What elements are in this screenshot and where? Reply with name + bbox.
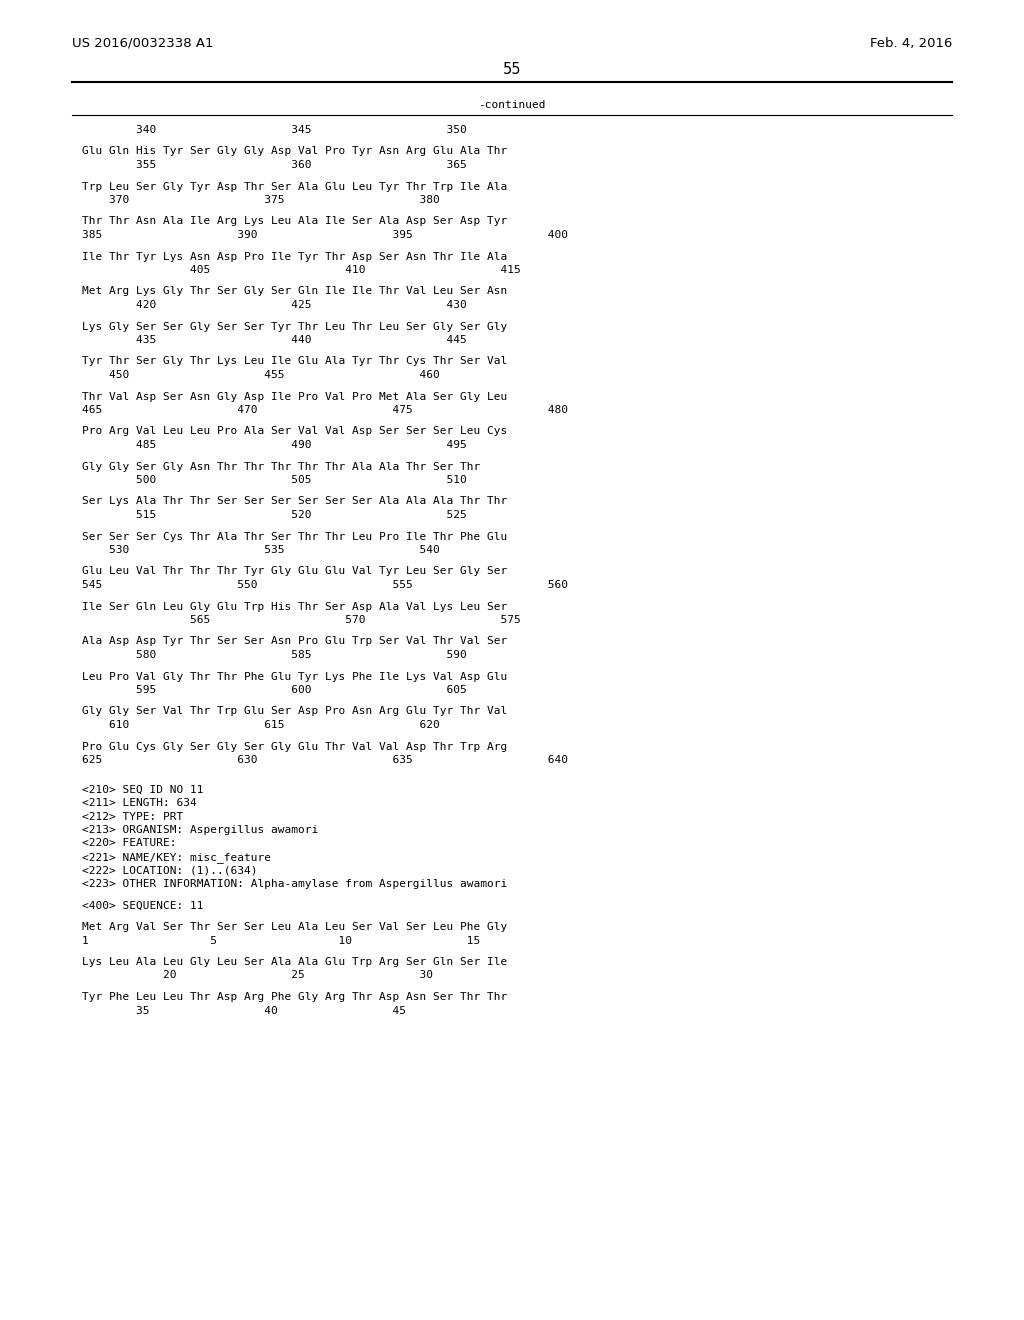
Text: Feb. 4, 2016: Feb. 4, 2016 [869, 37, 952, 50]
Text: 625                    630                    635                    640: 625 630 635 640 [82, 755, 568, 766]
Text: Gly Gly Ser Gly Asn Thr Thr Thr Thr Thr Ala Ala Thr Ser Thr: Gly Gly Ser Gly Asn Thr Thr Thr Thr Thr … [82, 462, 480, 471]
Text: 385                    390                    395                    400: 385 390 395 400 [82, 230, 568, 240]
Text: Ala Asp Asp Tyr Thr Ser Ser Asn Pro Glu Trp Ser Val Thr Val Ser: Ala Asp Asp Tyr Thr Ser Ser Asn Pro Glu … [82, 636, 507, 647]
Text: 465                    470                    475                    480: 465 470 475 480 [82, 405, 568, 414]
Text: 610                    615                    620: 610 615 620 [82, 719, 439, 730]
Text: Lys Leu Ala Leu Gly Leu Ser Ala Ala Glu Trp Arg Ser Gln Ser Ile: Lys Leu Ala Leu Gly Leu Ser Ala Ala Glu … [82, 957, 507, 968]
Text: 565                    570                    575: 565 570 575 [82, 615, 521, 624]
Text: 1                  5                  10                 15: 1 5 10 15 [82, 936, 480, 945]
Text: 35                 40                 45: 35 40 45 [82, 1006, 406, 1015]
Text: <210> SEQ ID NO 11: <210> SEQ ID NO 11 [82, 784, 204, 795]
Text: Met Arg Lys Gly Thr Ser Gly Ser Gln Ile Ile Thr Val Leu Ser Asn: Met Arg Lys Gly Thr Ser Gly Ser Gln Ile … [82, 286, 507, 297]
Text: Glu Gln His Tyr Ser Gly Gly Asp Val Pro Tyr Asn Arg Glu Ala Thr: Glu Gln His Tyr Ser Gly Gly Asp Val Pro … [82, 147, 507, 157]
Text: Pro Arg Val Leu Leu Pro Ala Ser Val Val Asp Ser Ser Ser Leu Cys: Pro Arg Val Leu Leu Pro Ala Ser Val Val … [82, 426, 507, 437]
Text: <211> LENGTH: 634: <211> LENGTH: 634 [82, 799, 197, 808]
Text: <222> LOCATION: (1)..(634): <222> LOCATION: (1)..(634) [82, 866, 257, 875]
Text: 405                    410                    415: 405 410 415 [82, 265, 521, 275]
Text: 435                    440                    445: 435 440 445 [82, 335, 467, 345]
Text: 420                    425                    430: 420 425 430 [82, 300, 467, 310]
Text: 340                    345                    350: 340 345 350 [82, 125, 467, 135]
Text: US 2016/0032338 A1: US 2016/0032338 A1 [72, 37, 213, 50]
Text: 450                    455                    460: 450 455 460 [82, 370, 439, 380]
Text: Glu Leu Val Thr Thr Thr Tyr Gly Glu Glu Val Tyr Leu Ser Gly Ser: Glu Leu Val Thr Thr Thr Tyr Gly Glu Glu … [82, 566, 507, 577]
Text: Gly Gly Ser Val Thr Trp Glu Ser Asp Pro Asn Arg Glu Tyr Thr Val: Gly Gly Ser Val Thr Trp Glu Ser Asp Pro … [82, 706, 507, 717]
Text: <223> OTHER INFORMATION: Alpha-amylase from Aspergillus awamori: <223> OTHER INFORMATION: Alpha-amylase f… [82, 879, 507, 888]
Text: 355                    360                    365: 355 360 365 [82, 160, 467, 170]
Text: Thr Val Asp Ser Asn Gly Asp Ile Pro Val Pro Met Ala Ser Gly Leu: Thr Val Asp Ser Asn Gly Asp Ile Pro Val … [82, 392, 507, 401]
Text: Ser Lys Ala Thr Thr Ser Ser Ser Ser Ser Ser Ala Ala Ala Thr Thr: Ser Lys Ala Thr Thr Ser Ser Ser Ser Ser … [82, 496, 507, 507]
Text: -continued: -continued [478, 100, 546, 110]
Text: Ser Ser Ser Cys Thr Ala Thr Ser Thr Thr Leu Pro Ile Thr Phe Glu: Ser Ser Ser Cys Thr Ala Thr Ser Thr Thr … [82, 532, 507, 541]
Text: Tyr Thr Ser Gly Thr Lys Leu Ile Glu Ala Tyr Thr Cys Thr Ser Val: Tyr Thr Ser Gly Thr Lys Leu Ile Glu Ala … [82, 356, 507, 367]
Text: 595                    600                    605: 595 600 605 [82, 685, 467, 696]
Text: Lys Gly Ser Ser Gly Ser Ser Tyr Thr Leu Thr Leu Ser Gly Ser Gly: Lys Gly Ser Ser Gly Ser Ser Tyr Thr Leu … [82, 322, 507, 331]
Text: Leu Pro Val Gly Thr Thr Phe Glu Tyr Lys Phe Ile Lys Val Asp Glu: Leu Pro Val Gly Thr Thr Phe Glu Tyr Lys … [82, 672, 507, 681]
Text: 485                    490                    495: 485 490 495 [82, 440, 467, 450]
Text: Thr Thr Asn Ala Ile Arg Lys Leu Ala Ile Ser Ala Asp Ser Asp Tyr: Thr Thr Asn Ala Ile Arg Lys Leu Ala Ile … [82, 216, 507, 227]
Text: 370                    375                    380: 370 375 380 [82, 195, 439, 205]
Text: Trp Leu Ser Gly Tyr Asp Thr Ser Ala Glu Leu Tyr Thr Trp Ile Ala: Trp Leu Ser Gly Tyr Asp Thr Ser Ala Glu … [82, 181, 507, 191]
Text: <212> TYPE: PRT: <212> TYPE: PRT [82, 812, 183, 821]
Text: Pro Glu Cys Gly Ser Gly Ser Gly Glu Thr Val Val Asp Thr Trp Arg: Pro Glu Cys Gly Ser Gly Ser Gly Glu Thr … [82, 742, 507, 751]
Text: 580                    585                    590: 580 585 590 [82, 649, 467, 660]
Text: <221> NAME/KEY: misc_feature: <221> NAME/KEY: misc_feature [82, 851, 271, 863]
Text: 545                    550                    555                    560: 545 550 555 560 [82, 579, 568, 590]
Text: 20                 25                 30: 20 25 30 [82, 970, 433, 981]
Text: Ile Thr Tyr Lys Asn Asp Pro Ile Tyr Thr Asp Ser Asn Thr Ile Ala: Ile Thr Tyr Lys Asn Asp Pro Ile Tyr Thr … [82, 252, 507, 261]
Text: 500                    505                    510: 500 505 510 [82, 475, 467, 484]
Text: <400> SEQUENCE: 11: <400> SEQUENCE: 11 [82, 900, 204, 911]
Text: 515                    520                    525: 515 520 525 [82, 510, 467, 520]
Text: 530                    535                    540: 530 535 540 [82, 545, 439, 554]
Text: <213> ORGANISM: Aspergillus awamori: <213> ORGANISM: Aspergillus awamori [82, 825, 318, 836]
Text: 55: 55 [503, 62, 521, 77]
Text: Ile Ser Gln Leu Gly Glu Trp His Thr Ser Asp Ala Val Lys Leu Ser: Ile Ser Gln Leu Gly Glu Trp His Thr Ser … [82, 602, 507, 611]
Text: Tyr Phe Leu Leu Thr Asp Arg Phe Gly Arg Thr Asp Asn Ser Thr Thr: Tyr Phe Leu Leu Thr Asp Arg Phe Gly Arg … [82, 993, 507, 1002]
Text: <220> FEATURE:: <220> FEATURE: [82, 838, 176, 849]
Text: Met Arg Val Ser Thr Ser Ser Leu Ala Leu Ser Val Ser Leu Phe Gly: Met Arg Val Ser Thr Ser Ser Leu Ala Leu … [82, 921, 507, 932]
